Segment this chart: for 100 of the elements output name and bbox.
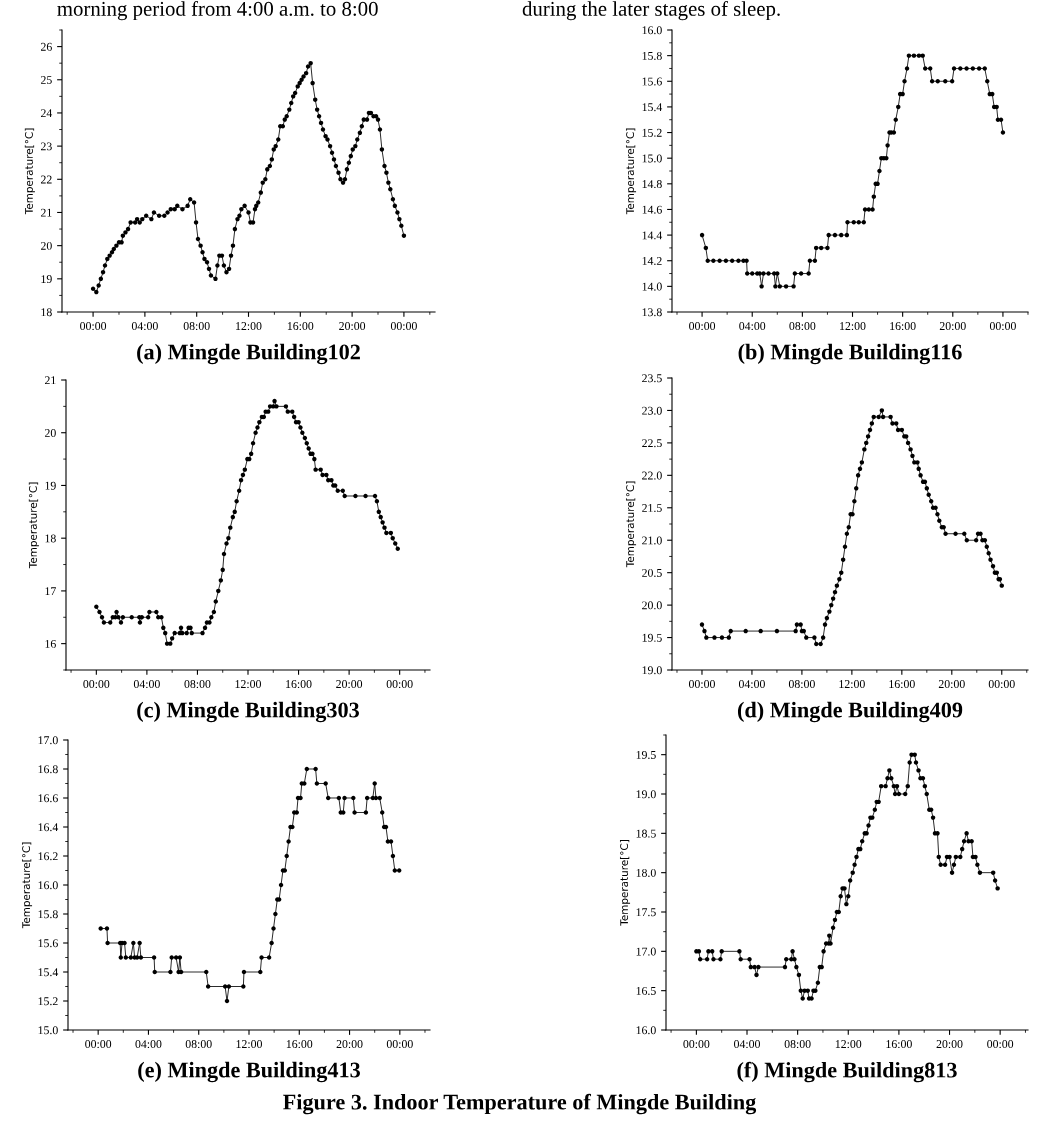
x-tick-label: 16:00 bbox=[890, 322, 916, 331]
y-tick-label: 16.0 bbox=[636, 1026, 656, 1035]
y-tick-label: 17.0 bbox=[636, 947, 656, 956]
y-tick-label: 18 bbox=[41, 308, 52, 317]
y-tick-label: 15.6 bbox=[38, 939, 58, 948]
y-tick-label: 21.5 bbox=[642, 504, 662, 513]
y-tick-label: 25 bbox=[40, 76, 52, 84]
y-tick-label: 19 bbox=[45, 481, 56, 490]
y-tick-label: 19.5 bbox=[636, 750, 656, 759]
y-tick-label: 16.5 bbox=[636, 986, 656, 995]
x-tick-label: 04:00 bbox=[135, 1040, 162, 1049]
y-axis-title: Temperature[°C] bbox=[21, 842, 33, 929]
y-tick-label: 15.0 bbox=[642, 154, 662, 163]
x-tick-label: 08:00 bbox=[784, 1040, 811, 1049]
x-tick-label: 08:00 bbox=[183, 322, 210, 331]
y-tick-label: 14.8 bbox=[642, 180, 662, 189]
x-tick-label: 16:00 bbox=[287, 322, 314, 331]
x-tick-label: 16:00 bbox=[889, 680, 915, 689]
x-tick-label: 12:00 bbox=[835, 1040, 862, 1049]
text: during the later stages of sleep. bbox=[522, 1, 780, 21]
y-tick-label: 17.0 bbox=[38, 736, 58, 745]
y-tick-label: 20 bbox=[40, 241, 52, 250]
y-tick-label: 15.4 bbox=[642, 103, 663, 112]
y-tick-label: 19.5 bbox=[642, 633, 662, 642]
y-tick-label: 13.8 bbox=[642, 308, 662, 317]
x-tick-label: 12:00 bbox=[236, 1040, 262, 1049]
y-tick-label: 15.2 bbox=[642, 128, 662, 137]
y-tick-label: 22 bbox=[40, 175, 52, 184]
x-tick-label: 12:00 bbox=[840, 322, 866, 331]
y-tick-label: 15.8 bbox=[38, 910, 58, 919]
y-tick-label: 23.5 bbox=[642, 374, 662, 383]
x-tick-label: 00:00 bbox=[386, 1040, 413, 1049]
x-tick-label: 04:00 bbox=[131, 322, 158, 331]
y-tick-label: 14.6 bbox=[642, 205, 662, 214]
x-tick-label: 12:00 bbox=[236, 322, 262, 331]
x-tick-label: 00:00 bbox=[85, 1040, 112, 1049]
y-tick-label: 15.0 bbox=[38, 1026, 58, 1035]
x-tick-label: 00:00 bbox=[989, 322, 1016, 331]
caption: Figure 3. Indoor Temperature of Mingde Building bbox=[283, 1093, 757, 1115]
x-tick-label: 20:00 bbox=[939, 322, 966, 331]
y-axis-title: Temperature[°C] bbox=[24, 128, 35, 215]
y-tick-label: 18.5 bbox=[636, 829, 656, 838]
y-tick-label: 18.0 bbox=[636, 868, 656, 877]
y-tick-label: 16.0 bbox=[38, 881, 58, 890]
x-tick-label: 00:00 bbox=[688, 680, 715, 689]
x-tick-label: 16:00 bbox=[286, 680, 312, 689]
y-tick-label: 19.0 bbox=[642, 666, 662, 675]
y-tick-label: 19 bbox=[41, 275, 52, 284]
y-tick-label: 24 bbox=[40, 109, 53, 118]
text: (a) Mingde Building102 bbox=[137, 343, 360, 365]
x-tick-label: 20:00 bbox=[339, 322, 366, 331]
y-tick-label: 20 bbox=[44, 428, 56, 437]
y-tick-label: 21 bbox=[40, 208, 52, 217]
x-tick-label: 00:00 bbox=[689, 322, 716, 331]
x-tick-label: 00:00 bbox=[83, 680, 110, 689]
x-tick-label: 08:00 bbox=[789, 322, 816, 331]
y-tick-label: 20.5 bbox=[642, 568, 662, 577]
y-tick-label: 16.8 bbox=[38, 765, 58, 774]
text: (e) Mingde Building413 bbox=[138, 1061, 360, 1083]
x-tick-label: 00:00 bbox=[988, 680, 1015, 689]
y-tick-label: 23.0 bbox=[642, 406, 662, 415]
y-tick-label: 21 bbox=[44, 376, 56, 385]
x-tick-label: 12:00 bbox=[839, 680, 865, 689]
y-tick-label: 18 bbox=[45, 534, 56, 543]
y-tick-label: 15.6 bbox=[642, 77, 662, 86]
y-tick-label: 15.8 bbox=[642, 51, 662, 60]
x-tick-label: 08:00 bbox=[185, 1040, 212, 1049]
y-axis-title: Temperature[°C] bbox=[625, 481, 637, 568]
text: (c) Mingde Building303 bbox=[137, 701, 359, 723]
y-tick-label: 23 bbox=[40, 142, 52, 151]
x-tick-label: 04:00 bbox=[133, 680, 160, 689]
text: (d) Mingde Building409 bbox=[737, 701, 963, 723]
x-tick-label: 00:00 bbox=[80, 322, 107, 331]
x-tick-label: 00:00 bbox=[987, 1040, 1014, 1049]
y-axis-title: Temperature[°C] bbox=[625, 128, 637, 215]
x-tick-label: 16:00 bbox=[886, 1040, 912, 1049]
y-axis-title: Temperature[°C] bbox=[619, 840, 631, 926]
x-tick-label: 04:00 bbox=[734, 1040, 760, 1049]
y-tick-label: 14.4 bbox=[642, 231, 663, 240]
x-tick-label: 16:00 bbox=[286, 1040, 313, 1049]
y-tick-label: 22.5 bbox=[642, 439, 662, 448]
x-tick-label: 12:00 bbox=[235, 680, 261, 689]
y-tick-label: 15.4 bbox=[38, 968, 59, 977]
y-tick-label: 15.2 bbox=[38, 997, 58, 1006]
x-tick-label: 00:00 bbox=[386, 680, 413, 689]
x-tick-label: 20:00 bbox=[936, 1040, 963, 1049]
x-tick-label: 20:00 bbox=[336, 1040, 363, 1049]
y-tick-label: 16 bbox=[45, 639, 56, 648]
y-tick-label: 21.0 bbox=[642, 536, 662, 545]
y-tick-label: 16.0 bbox=[642, 26, 662, 35]
x-tick-label: 08:00 bbox=[788, 680, 815, 689]
x-tick-label: 08:00 bbox=[184, 680, 211, 689]
text: (f) Mingde Building813 bbox=[737, 1061, 957, 1083]
x-tick-label: 04:00 bbox=[738, 680, 765, 689]
text: morning period from 4:00 a.m. to 8:00 bbox=[57, 1, 378, 21]
y-tick-label: 16.2 bbox=[38, 852, 58, 861]
y-tick-label: 19.0 bbox=[636, 790, 656, 799]
x-tick-label: 20:00 bbox=[938, 680, 965, 689]
y-tick-label: 17.5 bbox=[636, 908, 656, 917]
y-tick-label: 17 bbox=[45, 587, 56, 596]
